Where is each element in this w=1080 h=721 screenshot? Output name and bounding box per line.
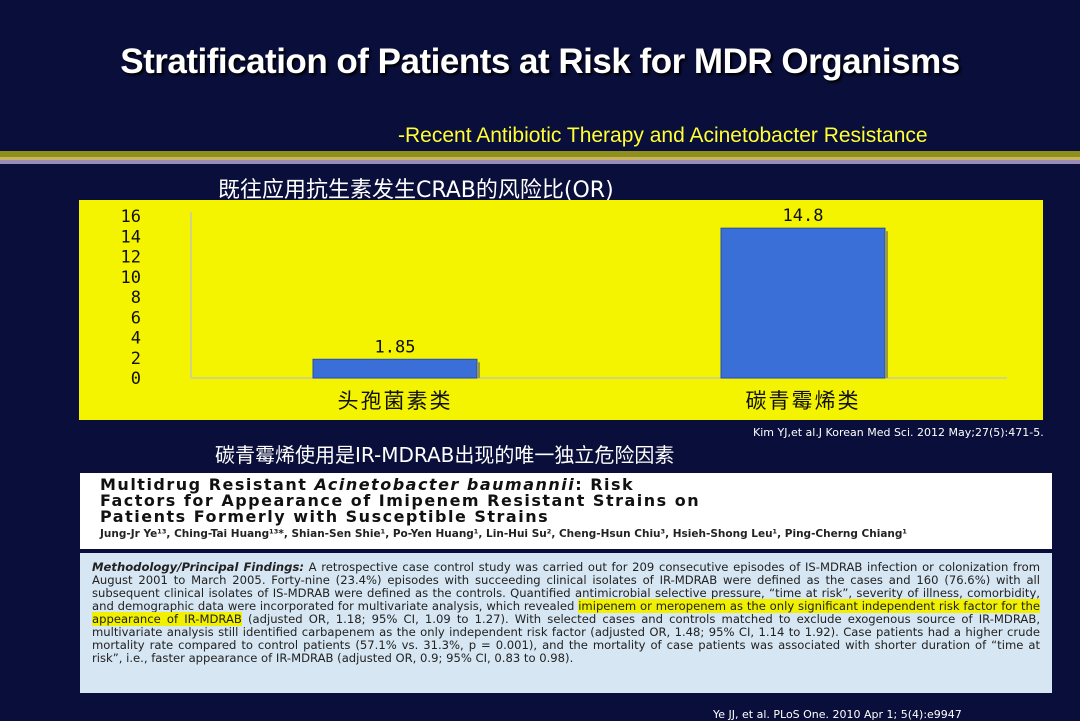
citation-kim: Kim YJ,et al.J Korean Med Sci. 2012 May;… — [753, 426, 1044, 439]
slide-subtitle: -Recent Antibiotic Therapy and Acinetoba… — [398, 124, 928, 147]
data-label: 14.8 — [783, 206, 824, 226]
bar — [720, 227, 886, 379]
chart-title: 既往应用抗生素发生CRAB的风险比(OR) — [218, 178, 614, 203]
y-tick-label: 6 — [131, 308, 141, 328]
y-tick-label: 16 — [121, 207, 141, 227]
abstract-part1: A retrospective case control study was c… — [92, 560, 1040, 613]
y-tick-label: 0 — [131, 369, 141, 389]
category-label: 碳青霉烯类 — [746, 389, 861, 413]
odds-ratio-chart: 0 2 4 6 8 10 12 14 16 1.85 头孢菌素类 14.8 碳青霉烯类 — [79, 200, 1043, 420]
y-tick-label: 4 — [131, 329, 141, 349]
paper-title-organism: Acinetobacter baumannii — [314, 475, 576, 494]
paper-title-part1: Multidrug Resistant — [100, 475, 315, 494]
y-tick-label: 12 — [121, 248, 141, 268]
y-tick-label: 10 — [121, 268, 141, 288]
bar-shadow — [477, 362, 480, 378]
divider-lavender — [0, 160, 1080, 164]
paper-title-line2: Factors for Appearance of Imipenem Resis… — [100, 491, 701, 510]
category-label: 头孢菌素类 — [338, 389, 453, 413]
y-tick-label: 2 — [131, 349, 141, 369]
divider-gold — [0, 157, 1080, 160]
data-label: 1.85 — [375, 337, 416, 357]
y-tick-label: 14 — [121, 227, 141, 247]
citation-ye: Ye JJ, et al. PLoS One. 2010 Apr 1; 5(4)… — [713, 708, 962, 721]
paper-header: Multidrug Resistant Acinetobacter bauman… — [80, 473, 1052, 549]
paper-title: Multidrug Resistant Acinetobacter bauman… — [100, 477, 1052, 525]
slide-title: Stratification of Patients at Risk for M… — [120, 42, 960, 81]
y-tick-label: 8 — [131, 288, 141, 308]
paper-title-line3: Patients Formerly with Susceptible Strai… — [100, 507, 550, 526]
divider-olive — [0, 151, 1080, 157]
paper-abstract: Methodology/Principal Findings: A retros… — [80, 553, 1052, 693]
abstract-text: Methodology/Principal Findings: A retros… — [92, 561, 1040, 665]
key-finding: 碳青霉烯使用是IR-MDRAB出现的唯一独立危险因素 — [215, 443, 675, 467]
bar-shadow — [885, 231, 888, 378]
abstract-part2: (adjusted OR, 1.18; 95% CI, 1.09 to 1.27… — [92, 612, 1041, 665]
paper-authors: Jung-Jr Ye¹³, Ching-Tai Huang¹³*, Shian-… — [100, 528, 908, 540]
paper-title-part2: : Risk — [575, 475, 635, 494]
abstract-lead: Methodology/Principal Findings: — [92, 560, 305, 574]
bar — [312, 358, 478, 379]
